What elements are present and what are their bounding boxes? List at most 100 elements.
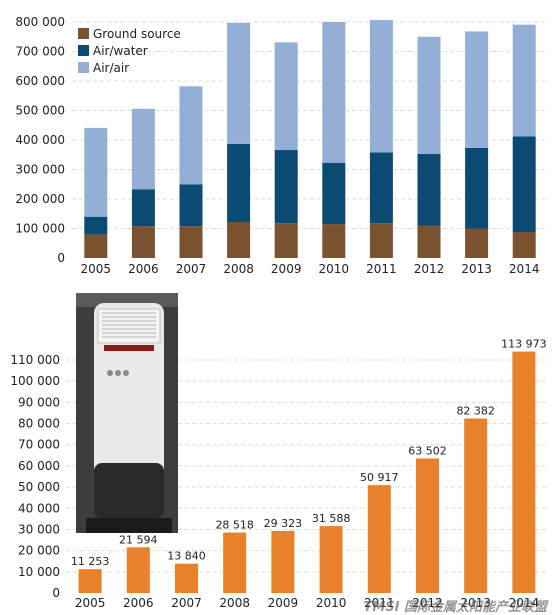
bar-segment-air-air bbox=[179, 86, 203, 185]
x-tick-label: 2012 bbox=[414, 262, 445, 275]
y-tick-label: 10 000 bbox=[18, 565, 60, 579]
bar-segment-air-water bbox=[369, 152, 393, 224]
data-label: 21 594 bbox=[119, 533, 158, 546]
bar-segment-air-water bbox=[417, 153, 441, 226]
y-tick-label: 90 000 bbox=[18, 395, 60, 409]
bar bbox=[78, 569, 102, 593]
bar bbox=[464, 418, 488, 593]
bar-segment-air-water bbox=[227, 143, 251, 223]
x-tick-label: 2014 bbox=[509, 596, 540, 610]
data-label: 50 917 bbox=[360, 471, 399, 484]
bar-segment-air-water bbox=[131, 189, 155, 227]
data-label: 29 323 bbox=[264, 517, 303, 530]
legend-swatch bbox=[78, 28, 89, 39]
legend-swatch bbox=[78, 62, 89, 73]
bar-segment-air-water bbox=[84, 216, 108, 235]
bar-segment-air-water bbox=[274, 150, 298, 224]
y-tick-label: 110 000 bbox=[10, 353, 60, 367]
bar-segment-air-air bbox=[84, 127, 108, 217]
bar-segment-ground-source bbox=[84, 234, 108, 258]
x-tick-label: 2012 bbox=[412, 596, 443, 610]
bar-segment-ground-source bbox=[179, 226, 203, 258]
y-tick-label: 30 000 bbox=[18, 522, 60, 536]
x-tick-label: 2013 bbox=[460, 596, 491, 610]
legend-label: Air/water bbox=[93, 44, 148, 58]
y-tick-label: 300 000 bbox=[15, 163, 65, 177]
legend-label: Ground source bbox=[93, 27, 181, 41]
bar bbox=[416, 458, 439, 593]
bar-segment-ground-source bbox=[512, 232, 536, 258]
x-tick-label: 2013 bbox=[461, 262, 492, 275]
orange-bar-chart: 0 10 000 20 000 30 000 40 000 50 000 60 000 70 … bbox=[10, 338, 548, 610]
y-tick-label: 600 000 bbox=[15, 74, 65, 88]
watermark: TMSI 国际金属太阳能产业联盟 bbox=[363, 600, 547, 615]
y-tick-label: 100 000 bbox=[15, 222, 65, 236]
bar-segment-air-air bbox=[227, 22, 251, 144]
x-tick-label: 2005 bbox=[75, 596, 106, 610]
x-tick-label: 2011 bbox=[364, 596, 395, 610]
y-tick-label: 80 000 bbox=[18, 417, 60, 431]
y-tick-label: 400 000 bbox=[15, 133, 65, 147]
bar-segment-ground-source bbox=[227, 222, 251, 258]
y-tick-label: 20 000 bbox=[18, 544, 60, 558]
x-tick-label: 2007 bbox=[176, 262, 207, 275]
y-tick-label: 700 000 bbox=[15, 45, 65, 59]
bar-segment-ground-source bbox=[131, 226, 155, 258]
bar-segment-air-air bbox=[274, 42, 298, 151]
stacked-bar-chart: 0 100 000 200 000 300 000 400 000 500 000 600 … bbox=[15, 15, 548, 275]
bar-segment-ground-source bbox=[417, 225, 441, 258]
bar-segment-air-air bbox=[369, 19, 393, 153]
y-tick-label: 100 000 bbox=[10, 374, 60, 388]
bar-segment-air-water bbox=[465, 147, 489, 229]
bar bbox=[512, 351, 536, 593]
bar-segment-ground-source bbox=[274, 223, 298, 258]
y-tick-label: 0 bbox=[57, 251, 65, 265]
legend: Ground source Air/water Air/air bbox=[78, 27, 181, 75]
legend-label: Air/air bbox=[93, 61, 129, 75]
bar-segment-ground-source bbox=[369, 223, 393, 258]
x-tick-label: 2014 bbox=[509, 262, 540, 275]
y-tick-label: 500 000 bbox=[15, 104, 65, 118]
x-tick-label: 2007 bbox=[171, 596, 202, 610]
data-label: 28 518 bbox=[215, 519, 254, 532]
bar-segment-air-air bbox=[131, 108, 155, 190]
data-label: 11 253 bbox=[71, 555, 110, 568]
x-tick-label: 2009 bbox=[271, 262, 302, 275]
x-tick-label: 2006 bbox=[128, 262, 159, 275]
y-tick-label: 60 000 bbox=[18, 459, 60, 473]
bar bbox=[223, 532, 247, 593]
bar-segment-air-air bbox=[417, 36, 441, 154]
y-tick-label: 200 000 bbox=[15, 192, 65, 206]
y-tick-label: 0 bbox=[52, 586, 60, 600]
x-tick-label: 2005 bbox=[81, 262, 112, 275]
bar-segment-ground-source bbox=[322, 224, 346, 258]
bar-segment-air-air bbox=[465, 31, 489, 148]
data-label: 63 502 bbox=[408, 444, 447, 457]
bar bbox=[271, 530, 295, 593]
data-label: 82 382 bbox=[456, 404, 495, 417]
y-tick-label: 70 000 bbox=[18, 438, 60, 452]
x-tick-label: 2010 bbox=[316, 596, 347, 610]
x-tick-label: 2008 bbox=[223, 262, 254, 275]
data-label: 13 840 bbox=[167, 550, 206, 563]
y-tick-label: 50 000 bbox=[18, 480, 60, 494]
bar-segment-air-water bbox=[512, 136, 536, 233]
bar-segment-air-air bbox=[322, 22, 346, 163]
x-tick-label: 2006 bbox=[123, 596, 154, 610]
x-tick-label: 2009 bbox=[268, 596, 299, 610]
heat-pump-water-heater-photo bbox=[76, 293, 178, 533]
y-tick-label: 40 000 bbox=[18, 501, 60, 515]
bar bbox=[367, 485, 391, 593]
bar-segment-air-water bbox=[179, 184, 203, 227]
x-tick-label: 2011 bbox=[366, 262, 397, 275]
x-tick-label: 2010 bbox=[319, 262, 350, 275]
y-tick-label: 800 000 bbox=[15, 15, 65, 29]
bar bbox=[126, 547, 150, 593]
bar bbox=[319, 526, 343, 593]
bar-segment-air-water bbox=[322, 162, 346, 225]
data-label: 113 973 bbox=[501, 338, 547, 351]
x-tick-label: 2008 bbox=[219, 596, 250, 610]
bar-segment-air-air bbox=[512, 24, 536, 137]
data-label: 31 588 bbox=[312, 512, 351, 525]
bar bbox=[175, 563, 198, 593]
